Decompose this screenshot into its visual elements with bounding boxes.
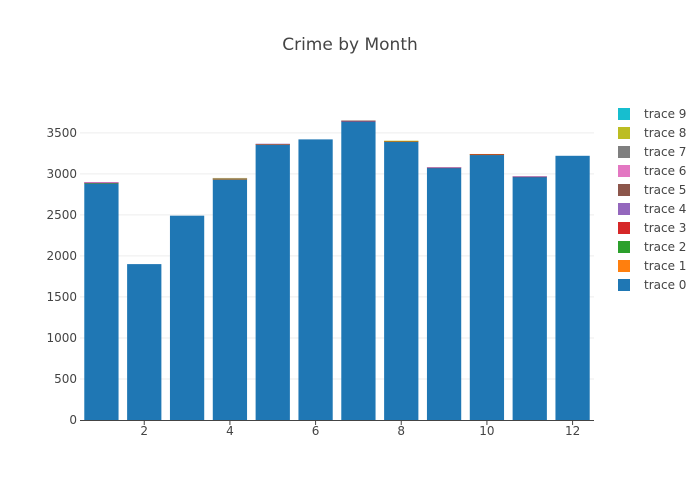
y-tick-label: 2000 — [46, 249, 77, 263]
bar-trace-4-month-9[interactable] — [426, 167, 462, 168]
bar-trace-8-month-4[interactable] — [212, 177, 248, 179]
bar-trace-3-month-11[interactable] — [512, 176, 547, 178]
bar-trace-8-month-8[interactable] — [384, 140, 419, 142]
y-tick-label: 1000 — [46, 331, 77, 345]
bar-trace-5-month-7[interactable] — [341, 120, 376, 122]
legend-label: trace 4 — [644, 202, 686, 216]
legend-item-trace-7[interactable]: trace 7 — [618, 145, 686, 159]
legend-item-trace-6[interactable]: trace 6 — [618, 164, 686, 178]
legend-swatch — [618, 222, 630, 234]
bar-trace-0-month-11[interactable] — [512, 176, 547, 420]
legend-item-trace-4[interactable]: trace 4 — [618, 202, 686, 216]
bar-trace-4-month-11[interactable] — [512, 176, 547, 177]
legend-item-trace-3[interactable]: trace 3 — [618, 221, 686, 235]
legend-item-trace-2[interactable]: trace 2 — [618, 240, 686, 254]
legend-swatch — [618, 241, 630, 253]
x-tick-label: 2 — [140, 424, 148, 438]
bar-trace-0-month-5[interactable] — [255, 144, 290, 420]
x-axis-ticks: 2 4 6 8 10 12 — [140, 420, 580, 438]
bar-trace-0-month-7[interactable] — [341, 121, 376, 420]
legend-item-trace-5[interactable]: trace 5 — [618, 183, 686, 197]
y-tick-label: 2500 — [46, 208, 77, 222]
bar-trace-2-month-1[interactable] — [84, 182, 119, 184]
legend-swatch — [618, 203, 630, 215]
bar-trace-4-month-5[interactable] — [255, 143, 290, 145]
legend-label: trace 8 — [644, 126, 686, 140]
legend-label: trace 2 — [644, 240, 686, 254]
legend[interactable]: trace 9 trace 8 trace 7 trace 6 trace 5 trace… — [618, 107, 686, 292]
legend-swatch — [618, 184, 630, 196]
legend-item-trace-0[interactable]: trace 0 — [618, 278, 686, 292]
bar-trace-3-month-9[interactable] — [426, 167, 462, 169]
bars — [84, 120, 590, 421]
y-axis-ticks: 0 500 1000 1500 2000 2500 3000 3500 — [46, 126, 77, 427]
y-tick-label: 1500 — [46, 290, 77, 304]
bar-trace-0-month-10[interactable] — [469, 154, 505, 420]
bar-trace-6-month-1[interactable] — [84, 182, 119, 183]
bar-trace-0-month-6[interactable] — [298, 139, 333, 420]
bar-trace-1-month-10[interactable] — [469, 154, 505, 156]
bar-trace-0-month-12[interactable] — [555, 155, 590, 421]
y-tick-label: 0 — [69, 413, 77, 427]
legend-label: trace 7 — [644, 145, 686, 159]
legend-swatch — [618, 279, 630, 291]
bar-trace-4-month-4[interactable] — [212, 178, 248, 180]
legend-swatch — [618, 165, 630, 177]
bar-trace-3-month-10[interactable] — [469, 153, 505, 155]
x-tick-label: 4 — [226, 424, 234, 438]
x-tick-label: 6 — [312, 424, 320, 438]
bar-trace-3-month-7[interactable] — [341, 121, 376, 122]
x-tick-label: 8 — [397, 424, 405, 438]
y-tick-label: 500 — [54, 372, 77, 386]
x-tick-label: 12 — [565, 424, 580, 438]
bar-trace-1-month-4[interactable] — [212, 179, 248, 180]
chart-title: Crime by Month — [282, 35, 418, 55]
legend-label: trace 0 — [644, 278, 686, 292]
gridlines — [80, 132, 594, 380]
bar-trace-3-month-8[interactable] — [384, 141, 419, 142]
legend-label: trace 1 — [644, 259, 686, 273]
legend-label: trace 5 — [644, 183, 686, 197]
legend-item-trace-9[interactable]: trace 9 — [618, 107, 686, 121]
legend-swatch — [618, 146, 630, 158]
bar-trace-0-month-9[interactable] — [426, 167, 462, 420]
x-tick-label: 10 — [479, 424, 494, 438]
legend-swatch — [618, 260, 630, 272]
legend-item-trace-1[interactable]: trace 1 — [618, 259, 686, 273]
legend-item-trace-8[interactable]: trace 8 — [618, 126, 686, 140]
bar-trace-0-month-2[interactable] — [127, 264, 162, 420]
legend-label: trace 6 — [644, 164, 686, 178]
bar-trace-0-month-3[interactable] — [169, 215, 205, 420]
legend-label: trace 3 — [644, 221, 686, 235]
y-tick-label: 3500 — [46, 126, 77, 140]
bar-trace-0-month-1[interactable] — [84, 183, 119, 420]
bar-trace-0-month-4[interactable] — [212, 179, 248, 420]
legend-label: trace 9 — [644, 107, 686, 121]
legend-swatch — [618, 127, 630, 139]
legend-swatch — [618, 108, 630, 120]
bar-trace-3-month-5[interactable] — [255, 144, 290, 145]
bar-trace-0-month-8[interactable] — [384, 141, 419, 420]
y-tick-label: 3000 — [46, 167, 77, 181]
